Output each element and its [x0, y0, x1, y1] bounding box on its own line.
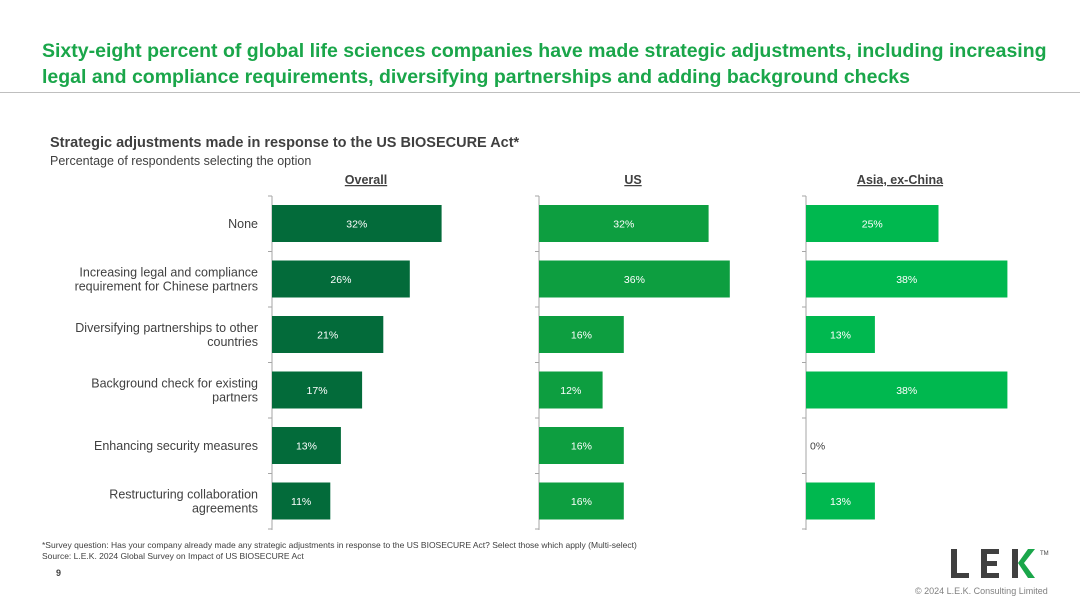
category-label: partners	[212, 391, 258, 405]
category-label: Restructuring collaboration	[109, 488, 258, 502]
series-header: US	[624, 173, 641, 187]
bar	[539, 482, 624, 520]
data-label: 25%	[862, 219, 883, 231]
data-label: 13%	[830, 330, 851, 342]
category-label: Diversifying partnerships to other	[75, 321, 258, 335]
data-label: 17%	[307, 385, 328, 397]
data-label: 16%	[571, 441, 592, 453]
series-header: Overall	[345, 173, 387, 187]
bar	[272, 482, 331, 520]
bar-chart: None Increasing legal and compliancerequi…	[75, 173, 1008, 530]
lek-logo: TM	[951, 549, 1049, 578]
category-label: Background check for existing	[91, 377, 258, 391]
bar	[806, 371, 1008, 409]
headline-divider	[0, 92, 1080, 93]
bar	[539, 260, 730, 298]
trademark-mark: TM	[1040, 551, 1049, 557]
data-label: 13%	[296, 441, 317, 453]
bar	[806, 482, 875, 520]
bar	[272, 371, 363, 409]
data-label: 11%	[291, 496, 311, 508]
chart-subtitle: Percentage of respondents selecting the …	[50, 154, 312, 168]
category-label: agreements	[192, 502, 258, 516]
bar	[272, 205, 442, 242]
bar	[272, 427, 341, 464]
data-label: 26%	[330, 274, 351, 286]
chart-title: Strategic adjustments made in response t…	[50, 135, 520, 151]
footnote: *Survey question: Has your company alrea…	[42, 540, 637, 550]
headline: Sixty-eight percent of global life scien…	[42, 40, 1047, 88]
bar	[806, 316, 875, 353]
category-label: None	[228, 217, 258, 231]
data-label: 21%	[317, 330, 338, 342]
data-label: 32%	[613, 219, 634, 231]
data-label: 13%	[830, 496, 851, 508]
series-header: Asia, ex-China	[857, 173, 944, 187]
bar	[539, 371, 603, 409]
category-label: Increasing legal and compliance	[79, 266, 258, 280]
category-label: countries	[207, 335, 258, 349]
bar	[539, 316, 624, 353]
bar	[539, 205, 709, 242]
data-label: 0%	[810, 441, 825, 453]
bar	[272, 260, 410, 298]
page-number: 9	[56, 568, 62, 578]
category-label: requirement for Chinese partners	[75, 280, 258, 294]
bar	[806, 260, 1008, 298]
data-label: 36%	[624, 274, 645, 286]
data-label: 38%	[896, 274, 917, 286]
category-label: Enhancing security measures	[94, 439, 258, 453]
copyright: © 2024 L.E.K. Consulting Limited	[915, 586, 1048, 596]
bar	[806, 205, 939, 242]
data-label: 12%	[560, 385, 581, 397]
data-label: 16%	[571, 330, 592, 342]
source-note: Source: L.E.K. 2024 Global Survey on Imp…	[42, 551, 304, 561]
data-label: 16%	[571, 496, 592, 508]
bar	[272, 316, 384, 353]
bar	[539, 427, 624, 464]
data-label: 32%	[346, 219, 367, 231]
data-label: 38%	[896, 385, 917, 397]
